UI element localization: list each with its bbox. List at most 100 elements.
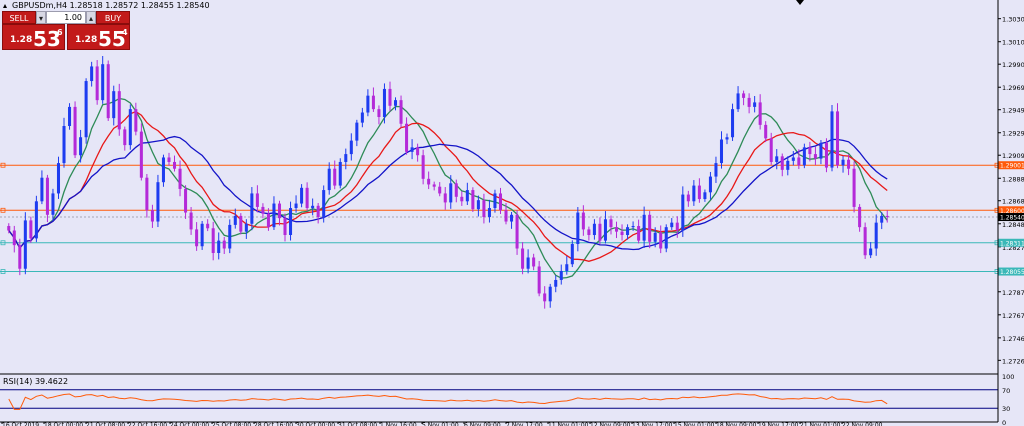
price-tag-label: 1.28311 <box>1000 240 1024 247</box>
candle-body <box>416 147 420 156</box>
rsi-title: RSI(14) 39.4622 <box>3 377 68 386</box>
time-tick-label: 24 Oct 00:00 <box>170 422 209 426</box>
candle-body <box>642 214 646 241</box>
candle-body <box>360 112 364 123</box>
candle-body <box>603 219 607 241</box>
sell-price-button[interactable]: 1.28 53 6 <box>2 24 65 51</box>
candle-body <box>548 286 552 302</box>
candle-body <box>410 147 414 152</box>
candle-body <box>637 226 641 241</box>
time-tick-label: 1 Nov 16:00 <box>380 422 417 426</box>
candle-body <box>576 212 580 245</box>
candle-body <box>802 147 806 166</box>
candle-body <box>150 210 154 222</box>
candle-body <box>775 156 779 162</box>
candle-body <box>333 168 337 186</box>
candle-body <box>714 163 718 177</box>
candle-body <box>388 88 392 106</box>
rsi-tick-label: 100 <box>1002 373 1014 381</box>
line-anchor-handle[interactable] <box>0 269 6 274</box>
candle-body <box>421 155 425 179</box>
candles <box>7 55 889 309</box>
candle-body <box>134 109 138 132</box>
time-tick-label: 12 Nov 09:00 <box>590 422 631 426</box>
time-tick-label: 22 Oct 16:00 <box>128 422 167 426</box>
rsi-tick-label: 70 <box>1002 387 1010 395</box>
candle-body <box>681 194 685 231</box>
candle-body <box>145 177 149 211</box>
candle-body <box>493 193 497 209</box>
candle-body <box>570 244 574 265</box>
candle-body <box>592 223 596 236</box>
candle-body <box>449 183 453 203</box>
candle-body <box>587 229 591 236</box>
candle-body <box>764 124 768 139</box>
line-anchor-handle[interactable] <box>0 162 6 168</box>
price-tick-label: 1.29495 <box>1002 107 1024 115</box>
candle-body <box>719 139 724 164</box>
candle-body <box>813 154 817 159</box>
line-anchor-handle[interactable] <box>0 207 6 213</box>
candle-body <box>471 190 475 210</box>
candle-body <box>233 215 237 225</box>
candle-body <box>769 138 773 162</box>
candle-body <box>101 64 105 101</box>
time-tick-label: 7 Nov 17:00 <box>506 422 543 426</box>
moving-averages <box>8 97 888 279</box>
lot-increase-button[interactable]: ▴ <box>86 11 96 24</box>
candle-body <box>393 100 398 106</box>
chart-shift-icon[interactable] <box>796 0 804 5</box>
candle-body <box>366 95 370 113</box>
buy-button[interactable]: BUY <box>96 11 130 24</box>
sell-price-prefix: 1.28 <box>10 35 33 45</box>
triangle-up-icon[interactable] <box>3 4 7 8</box>
candle-body <box>200 223 204 247</box>
candle-body <box>797 157 801 166</box>
candle-body <box>255 193 259 207</box>
lot-size-input[interactable]: 1.00 <box>46 11 86 24</box>
price-tag-box <box>998 267 1024 276</box>
line-anchor-handle[interactable] <box>0 240 6 246</box>
candle-body <box>277 203 282 219</box>
candle-body <box>371 95 375 110</box>
price-tag-label: 1.28540 <box>1000 215 1024 222</box>
candle-body <box>858 206 862 228</box>
candle-body <box>272 203 276 228</box>
candle-body <box>217 240 221 253</box>
candle-body <box>73 106 77 156</box>
candle-body <box>377 109 381 118</box>
one-click-trading-panel: SELL ▾ 1.00 ▴ BUY 1.28 53 6 1.28 55 4 <box>2 11 130 51</box>
sell-button[interactable]: SELL <box>2 11 36 24</box>
ma-fast-line <box>8 97 888 279</box>
price-tick-label: 1.28685 <box>1002 198 1024 206</box>
price-tick-label: 1.27875 <box>1002 289 1024 297</box>
time-tick-label: 16 Oct 2019 <box>2 422 39 426</box>
candle-body <box>692 185 696 202</box>
candle-body <box>128 109 132 146</box>
candle-body <box>670 222 674 228</box>
candle-body <box>482 200 486 218</box>
candle-body <box>18 245 22 269</box>
candle-body <box>289 208 293 236</box>
candle-body <box>554 279 558 287</box>
price-tick-label: 1.28275 <box>1002 244 1024 252</box>
price-tick-label: 1.29695 <box>1002 84 1024 92</box>
candle-body <box>708 176 712 193</box>
price-tick-label: 1.29090 <box>1002 152 1024 160</box>
candle-body <box>664 227 668 249</box>
candle-body <box>399 100 403 124</box>
candle-body <box>294 203 298 209</box>
candle-body <box>565 264 569 271</box>
candle-body <box>432 184 436 187</box>
candle-body <box>808 147 812 155</box>
candle-body <box>847 159 851 169</box>
lot-decrease-button[interactable]: ▾ <box>36 11 46 24</box>
candle-body <box>869 248 873 256</box>
time-tick-label: 18 Nov 09:00 <box>716 422 757 426</box>
candle-body <box>526 257 530 269</box>
candle-body <box>156 182 160 222</box>
price-tick-label: 1.29290 <box>1002 130 1024 138</box>
candle-body <box>532 257 536 267</box>
buy-price-button[interactable]: 1.28 55 4 <box>67 24 130 51</box>
